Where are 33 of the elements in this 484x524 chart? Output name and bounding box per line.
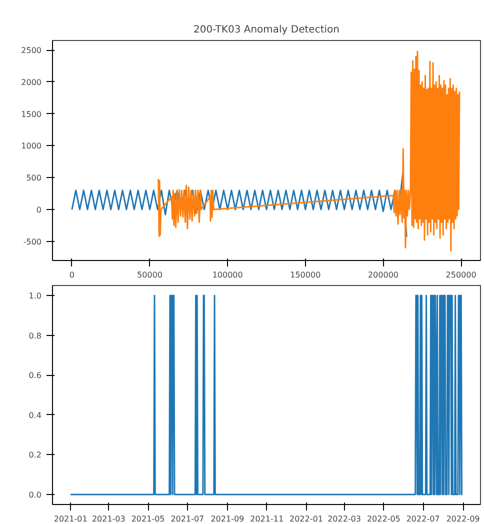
x-tick-label: 2021-11 xyxy=(250,514,284,524)
x-tick-label: 2021-03 xyxy=(92,514,126,524)
y-tick-label: 0.6 xyxy=(28,371,42,380)
y-tick-label: 1000 xyxy=(21,142,42,151)
x-tick-label: 2021-09 xyxy=(210,514,244,524)
x-tick-label: 100000 xyxy=(212,270,243,280)
y-tick-label: 2500 xyxy=(21,46,42,56)
y-tick-label: 500 xyxy=(26,174,42,183)
x-tick-label: 2022-07 xyxy=(406,514,440,524)
x-tick-label: 2021-07 xyxy=(170,514,204,524)
x-tick-label: 2021-05 xyxy=(131,514,165,524)
y-tick-label: 0 xyxy=(36,205,42,214)
y-tick-label: 1.0 xyxy=(28,291,42,300)
y-tick-label: -500 xyxy=(23,237,42,246)
x-tick-label: 2022-05 xyxy=(366,514,400,524)
x-tick-label: 2022-03 xyxy=(328,514,362,524)
x-tick-label: 2022-09 xyxy=(446,514,480,524)
x-tick-label: 200000 xyxy=(368,270,399,280)
x-tick-label: 2022-01 xyxy=(289,514,323,524)
y-tick-label: 0.0 xyxy=(28,490,42,500)
x-tick-label: 50000 xyxy=(137,270,162,280)
y-tick-label: 1500 xyxy=(21,110,42,119)
chart-title: 200-TK03 Anomaly Detection xyxy=(194,24,340,36)
y-tick-label: 0.4 xyxy=(28,410,42,420)
x-tick-label: 150000 xyxy=(290,270,321,280)
line-series xyxy=(71,174,408,238)
y-tick-label: 0.2 xyxy=(28,450,42,460)
x-tick-label: 0 xyxy=(69,270,75,280)
x-tick-label: 2021-01 xyxy=(54,514,88,524)
line-series xyxy=(158,50,460,252)
y-tick-label: 2000 xyxy=(21,78,42,87)
y-tick-label: 0.8 xyxy=(28,331,42,340)
x-tick-label: 250000 xyxy=(446,270,476,280)
